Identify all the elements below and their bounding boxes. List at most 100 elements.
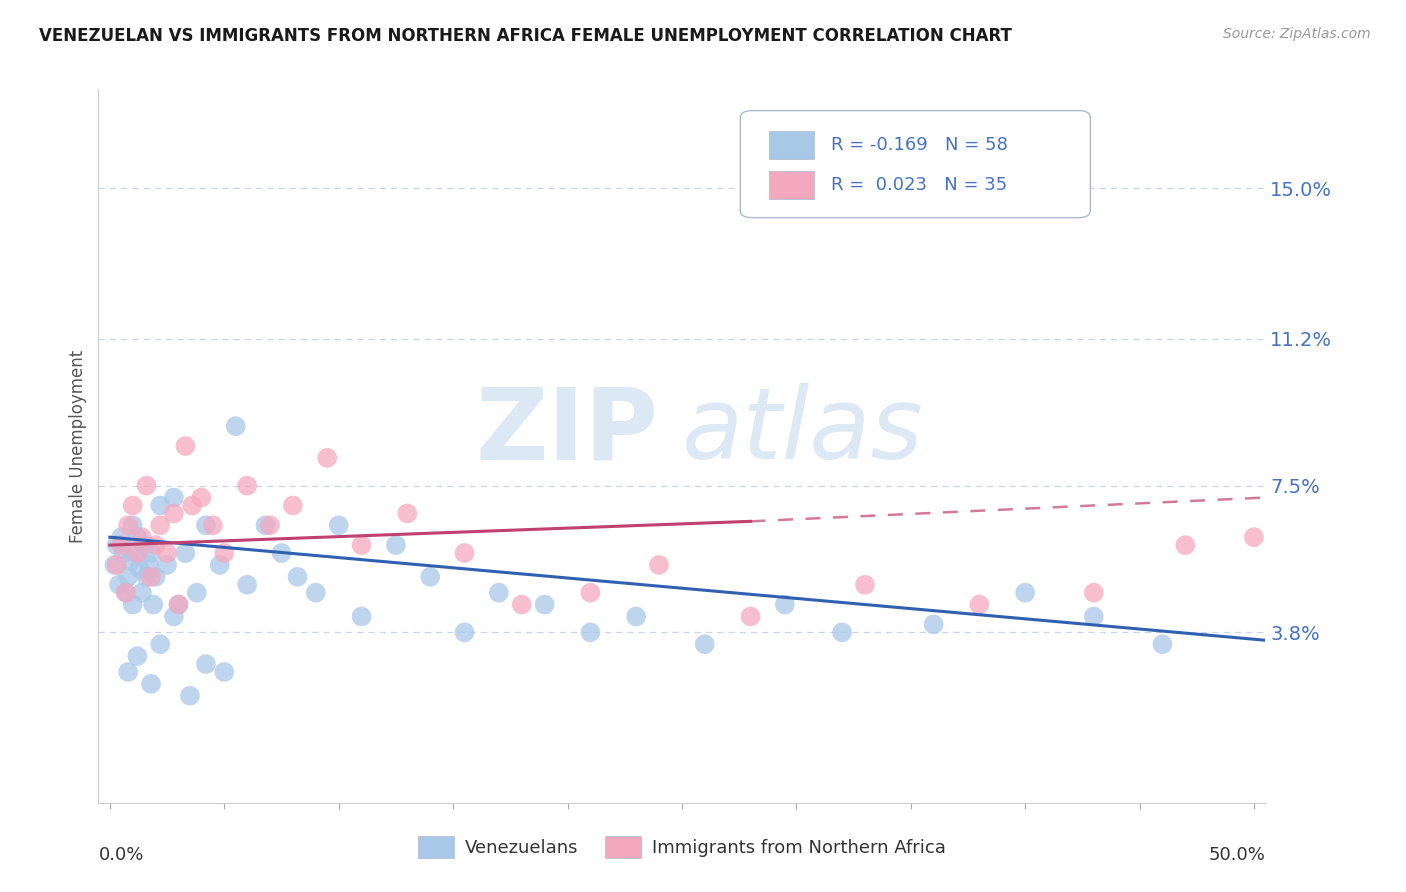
Point [236, 478, 259, 492]
Point [139, 570, 162, 584]
Point [693, 637, 716, 651]
Text: R =  0.023   N = 35: R = 0.023 N = 35 [831, 176, 1008, 194]
Point [139, 546, 162, 560]
Point [174, 546, 197, 560]
Point [201, 518, 224, 533]
Point [121, 598, 143, 612]
Point [186, 585, 208, 599]
Text: Source: ZipAtlas.com: Source: ZipAtlas.com [1223, 27, 1371, 41]
Point [419, 570, 441, 584]
Point [225, 419, 247, 434]
Point [648, 558, 671, 572]
Bar [769, 131, 814, 160]
Point [149, 518, 172, 533]
Point [120, 554, 142, 568]
Text: atlas: atlas [682, 384, 924, 480]
Point [1083, 585, 1105, 599]
Point [396, 507, 419, 521]
Point [287, 570, 309, 584]
Text: 50.0%: 50.0% [1209, 846, 1265, 863]
Point [110, 530, 132, 544]
Point [105, 558, 128, 572]
Point [121, 499, 143, 513]
Point [156, 546, 179, 560]
Point [270, 546, 292, 560]
Point [969, 598, 991, 612]
FancyBboxPatch shape [741, 111, 1091, 218]
Point [174, 439, 197, 453]
Point [579, 625, 602, 640]
Point [181, 499, 204, 513]
Point [194, 657, 217, 671]
Point [135, 478, 157, 492]
Point [385, 538, 408, 552]
Point [208, 558, 231, 572]
Point [127, 530, 149, 544]
Point [163, 609, 186, 624]
Point [259, 518, 281, 533]
Point [134, 538, 156, 552]
Point [127, 546, 149, 560]
Point [488, 585, 510, 599]
Text: 0.0%: 0.0% [98, 846, 143, 863]
Point [579, 585, 602, 599]
Point [131, 530, 153, 544]
Text: R = -0.169   N = 58: R = -0.169 N = 58 [831, 136, 1008, 154]
Point [510, 598, 533, 612]
Point [922, 617, 945, 632]
Point [115, 585, 138, 599]
Bar [769, 171, 814, 200]
Point [1243, 530, 1265, 544]
Point [453, 546, 475, 560]
Point [145, 538, 167, 552]
Y-axis label: Female Unemployment: Female Unemployment [69, 350, 87, 542]
Point [135, 570, 157, 584]
Point [853, 578, 876, 592]
Point [124, 546, 146, 560]
Point [163, 507, 186, 521]
Point [117, 665, 139, 679]
Point [163, 491, 186, 505]
Point [254, 518, 277, 533]
Point [179, 689, 201, 703]
Point [194, 518, 217, 533]
Point [112, 546, 135, 560]
Point [105, 538, 128, 552]
Point [138, 558, 160, 572]
Point [281, 499, 304, 513]
Point [103, 558, 125, 572]
Point [167, 598, 190, 612]
Point [316, 450, 339, 465]
Point [167, 598, 190, 612]
Point [1174, 538, 1197, 552]
Point [350, 538, 373, 552]
Point [740, 609, 762, 624]
Point [117, 518, 139, 533]
Point [108, 578, 131, 592]
Point [214, 546, 236, 560]
Point [142, 598, 165, 612]
Point [139, 677, 162, 691]
Legend: Venezuelans, Immigrants from Northern Africa: Venezuelans, Immigrants from Northern Af… [411, 829, 953, 865]
Point [149, 637, 172, 651]
Point [831, 625, 853, 640]
Point [1014, 585, 1036, 599]
Point [121, 518, 143, 533]
Point [1152, 637, 1174, 651]
Point [145, 570, 167, 584]
Point [624, 609, 647, 624]
Point [1083, 609, 1105, 624]
Point [214, 665, 236, 679]
Point [533, 598, 555, 612]
Point [128, 562, 150, 576]
Point [127, 649, 149, 664]
Point [773, 598, 796, 612]
Point [328, 518, 350, 533]
Point [350, 609, 373, 624]
Point [149, 499, 172, 513]
Point [156, 558, 179, 572]
Point [236, 578, 259, 592]
Point [117, 570, 139, 584]
Point [110, 538, 132, 552]
Text: VENEZUELAN VS IMMIGRANTS FROM NORTHERN AFRICA FEMALE UNEMPLOYMENT CORRELATION CH: VENEZUELAN VS IMMIGRANTS FROM NORTHERN A… [39, 27, 1012, 45]
